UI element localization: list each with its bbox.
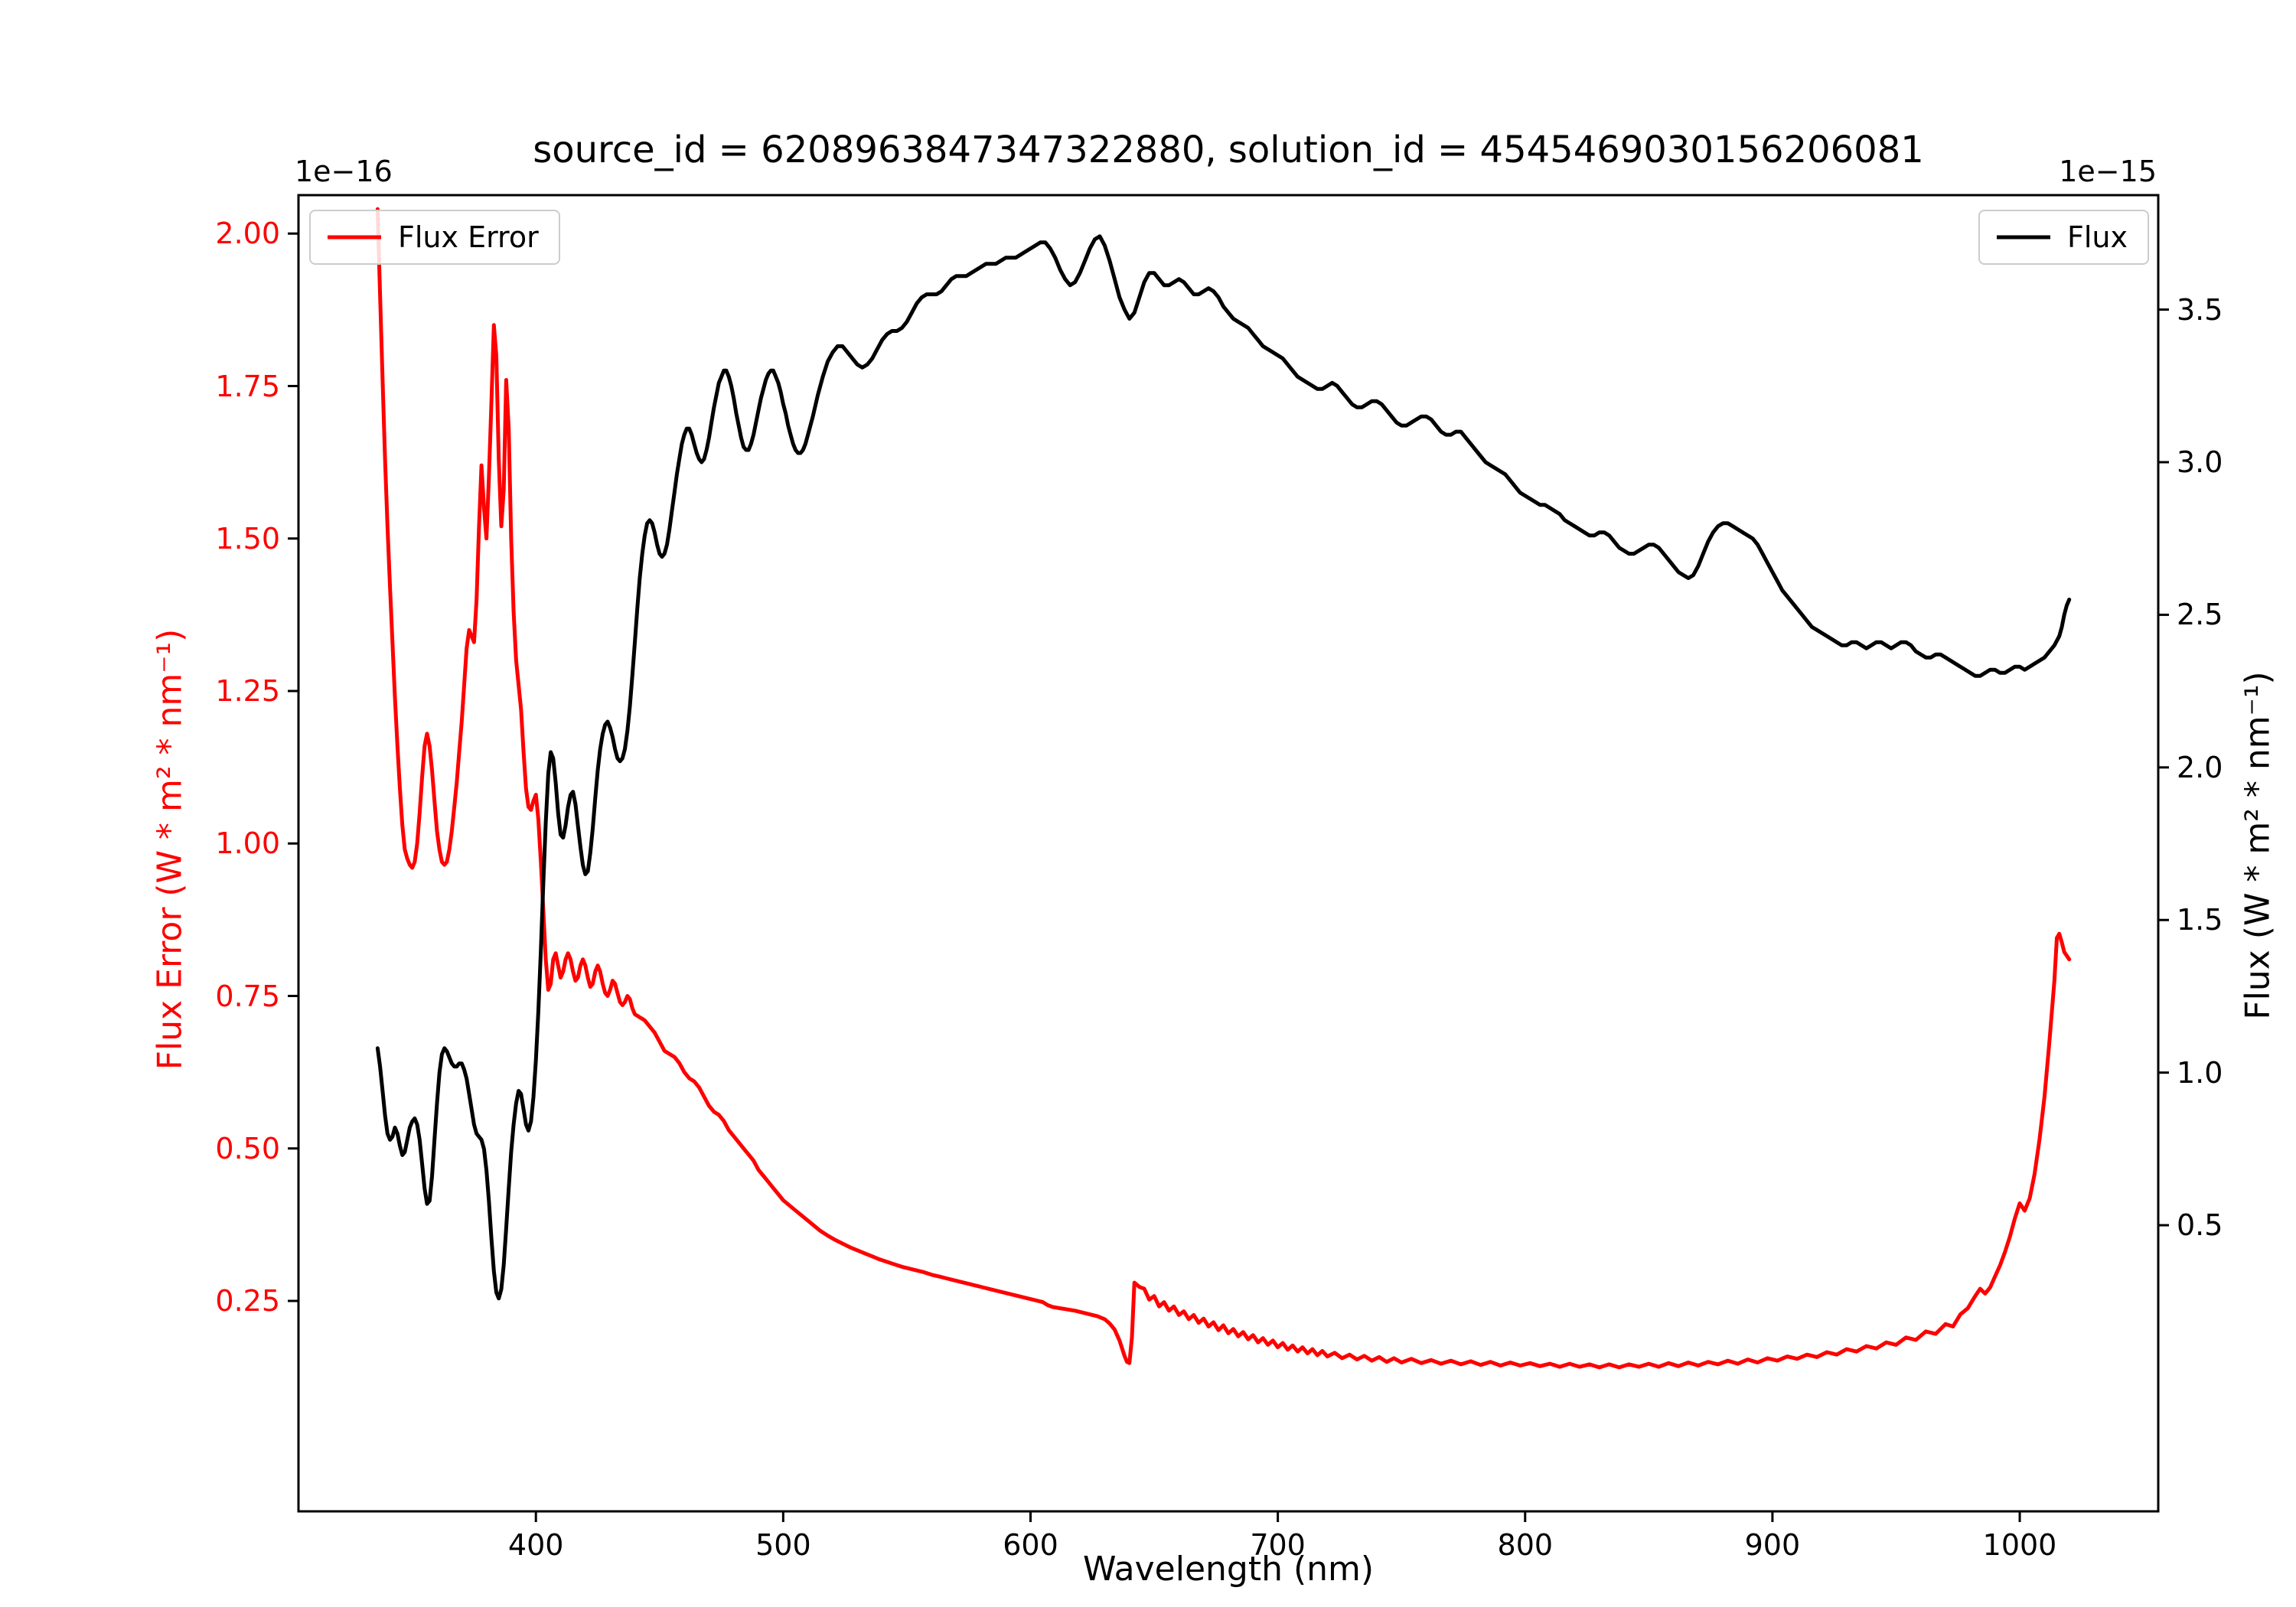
y-left-axis-label: Flux Error (W * m² * nm⁻¹): [150, 628, 190, 1071]
y-right-tick-label: 1.5: [2177, 903, 2223, 937]
y-left-tick-label: 2.00: [215, 217, 280, 251]
x-tick-label: 400: [507, 1528, 564, 1562]
x-axis-label: Wavelength (nm): [1082, 1550, 1375, 1589]
y-right-tick-label: 3.5: [2177, 292, 2223, 327]
y-right-offset-text: 1e−15: [2059, 155, 2157, 188]
y-right-tick-label: 2.0: [2177, 750, 2223, 784]
x-tick-label: 700: [1250, 1528, 1306, 1562]
flux-error-line-icon: [328, 235, 381, 240]
series-flux: [375, 234, 2072, 1301]
y-left-tick-label: 0.50: [215, 1131, 280, 1165]
y-left-tick-label: 0.25: [215, 1284, 280, 1318]
y-left-tick-label: 1.25: [215, 674, 280, 708]
y-right-tick-label: 2.5: [2177, 598, 2223, 632]
legend-flux-error-label: Flux Error: [398, 220, 539, 254]
legend-flux: Flux: [1978, 210, 2149, 265]
y-left-offset-text: 1e−16: [295, 155, 393, 188]
y-right-tick-label: 1.0: [2177, 1055, 2223, 1090]
x-tick-label: 800: [1497, 1528, 1554, 1562]
plot-border: [297, 194, 2160, 1513]
y-left-tick-label: 0.75: [215, 979, 280, 1013]
x-tick-label: 600: [1003, 1528, 1058, 1562]
x-tick-label: 900: [1744, 1528, 1801, 1562]
legend-flux-error: Flux Error: [309, 210, 560, 265]
series-flux-error: [375, 207, 2072, 1370]
x-tick-label: 500: [755, 1528, 811, 1562]
y-right-tick-label: 0.5: [2177, 1208, 2223, 1243]
y-right-tick-label: 3.0: [2177, 445, 2223, 479]
y-left-tick-label: 1.50: [215, 521, 280, 556]
y-left-tick-label: 1.75: [215, 369, 280, 403]
y-right-axis-label: Flux (W * m² * nm⁻¹): [2238, 671, 2278, 1020]
chart-title: source_id = 6208963847347322880, solutio…: [533, 129, 1924, 171]
legend-flux-label: Flux: [2067, 220, 2128, 254]
flux-line-icon: [1997, 235, 2050, 240]
y-left-tick-label: 1.00: [215, 826, 280, 861]
x-tick-label: 1000: [1982, 1528, 2057, 1562]
